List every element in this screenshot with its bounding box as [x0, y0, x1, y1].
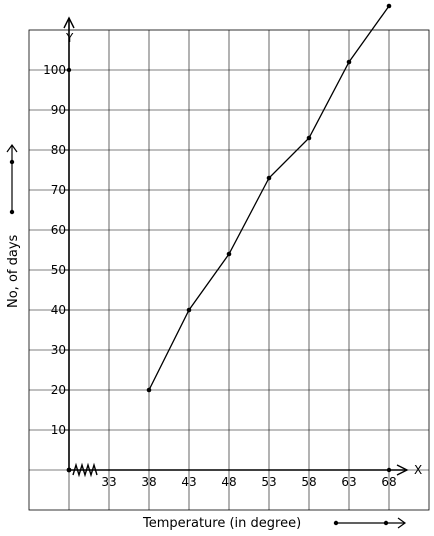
x-tick-label: 48: [221, 475, 236, 489]
y-tick-label: 50: [51, 263, 66, 277]
x-tick-label: 68: [381, 475, 396, 489]
x-tick-label: 33: [101, 475, 116, 489]
y-axis-arrowhead: [63, 16, 75, 29]
series: [146, 3, 392, 393]
y-tick-label: 30: [51, 343, 66, 357]
y-axis-letter: Y: [65, 31, 74, 45]
data-point: [386, 3, 392, 9]
data-point: [226, 251, 232, 257]
x-tick-label: 43: [181, 475, 196, 489]
y-tick-label: 100: [43, 63, 66, 77]
y-tick-label: 60: [51, 223, 66, 237]
data-point: [346, 59, 352, 65]
y-tick-label: 40: [51, 303, 66, 317]
x-direction-arrow-icon: [333, 517, 407, 529]
axes: [63, 16, 409, 478]
x-axis-title: Temperature (in degree): [142, 516, 301, 531]
tick-labels: 10 20 30 40 50 60 70 80 90 100 33 38 43 48 53 58 63 68: [43, 63, 397, 489]
y-tick-label: 80: [51, 143, 66, 157]
y-tick-label: 20: [51, 383, 66, 397]
x-axis-arrowhead: [396, 464, 409, 476]
axis-break-icon: [72, 462, 98, 478]
y-tick-label: 90: [51, 103, 66, 117]
data-point: [146, 387, 152, 393]
x-tick-label: 63: [341, 475, 356, 489]
y-axis-title: No, of days: [6, 234, 21, 308]
x-tick-label: 38: [141, 475, 156, 489]
x-axis-dot: [386, 467, 392, 473]
origin-dot: [66, 467, 72, 473]
x-axis-letter: X: [414, 463, 422, 477]
data-point: [306, 135, 312, 141]
data-point: [186, 307, 192, 313]
y-direction-arrow-icon: [6, 143, 18, 215]
x-tick-label: 58: [301, 475, 316, 489]
grid: [28, 29, 430, 511]
y-tick-label: 10: [51, 423, 66, 437]
data-point: [266, 175, 272, 181]
x-tick-label: 53: [261, 475, 276, 489]
y-tick-label: 70: [51, 183, 66, 197]
